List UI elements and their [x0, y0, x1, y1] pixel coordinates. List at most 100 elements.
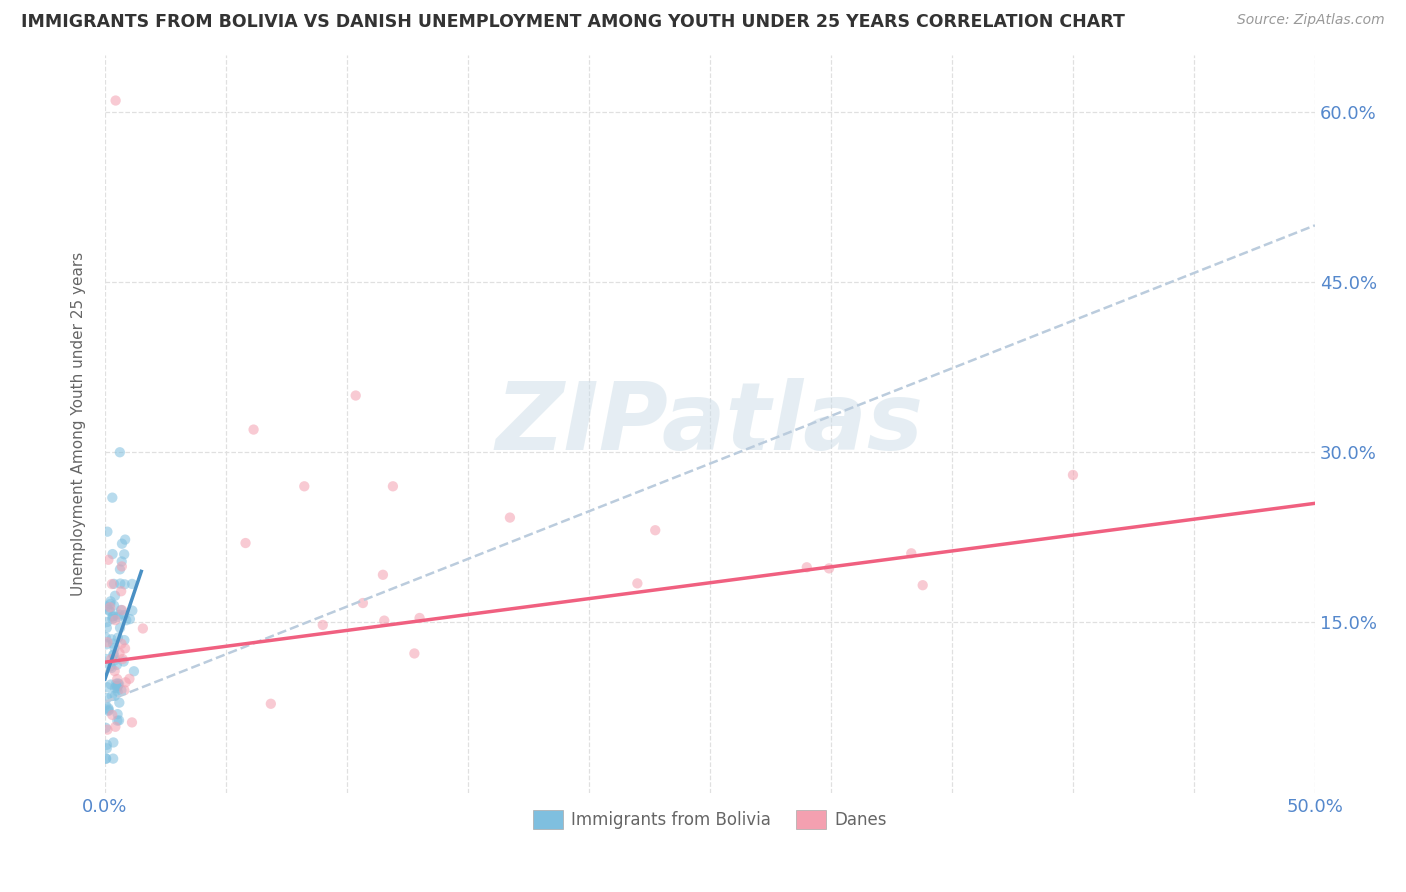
Point	[1062, 467, 1084, 482]
Point	[818, 561, 841, 575]
Point	[112, 608, 135, 623]
Point	[94, 698, 117, 712]
Point	[96, 621, 118, 635]
Point	[94, 631, 117, 645]
Point	[103, 648, 125, 662]
Point	[100, 632, 122, 647]
Point	[103, 599, 125, 613]
Point	[105, 657, 128, 672]
Point	[100, 677, 122, 691]
Point	[97, 553, 120, 567]
Point	[115, 613, 138, 627]
Point	[111, 652, 134, 666]
Point	[97, 603, 120, 617]
Point	[114, 675, 136, 690]
Point	[381, 479, 404, 493]
Point	[101, 637, 124, 651]
Point	[101, 751, 124, 765]
Point	[112, 655, 135, 669]
Point	[96, 652, 118, 666]
Point	[114, 533, 136, 547]
Point	[260, 697, 283, 711]
Point	[112, 633, 135, 648]
Legend: Immigrants from Bolivia, Danes: Immigrants from Bolivia, Danes	[526, 804, 894, 836]
Point	[103, 735, 125, 749]
Point	[121, 604, 143, 618]
Point	[107, 676, 129, 690]
Point	[104, 653, 127, 667]
Text: IMMIGRANTS FROM BOLIVIA VS DANISH UNEMPLOYMENT AMONG YOUTH UNDER 25 YEARS CORREL: IMMIGRANTS FROM BOLIVIA VS DANISH UNEMPL…	[21, 13, 1125, 31]
Point	[644, 523, 666, 537]
Point	[101, 708, 124, 723]
Point	[104, 613, 127, 627]
Point	[100, 652, 122, 666]
Point	[108, 621, 131, 635]
Point	[105, 681, 128, 695]
Point	[107, 707, 129, 722]
Point	[114, 641, 136, 656]
Point	[499, 510, 522, 524]
Point	[105, 679, 128, 693]
Point	[108, 607, 131, 622]
Point	[242, 423, 264, 437]
Point	[111, 603, 134, 617]
Point	[96, 723, 118, 737]
Point	[96, 738, 118, 752]
Point	[104, 681, 127, 695]
Point	[105, 677, 128, 691]
Point	[796, 560, 818, 574]
Point	[105, 714, 128, 728]
Point	[121, 715, 143, 730]
Point	[404, 647, 426, 661]
Y-axis label: Unemployment Among Youth under 25 years: Unemployment Among Youth under 25 years	[72, 252, 86, 596]
Text: Source: ZipAtlas.com: Source: ZipAtlas.com	[1237, 13, 1385, 28]
Point	[911, 578, 934, 592]
Point	[104, 664, 127, 678]
Point	[104, 589, 127, 603]
Point	[104, 640, 127, 655]
Point	[114, 577, 136, 591]
Point	[104, 689, 127, 703]
Point	[101, 547, 124, 561]
Point	[103, 609, 125, 624]
Point	[97, 701, 120, 715]
Point	[107, 610, 129, 624]
Point	[121, 577, 143, 591]
Point	[312, 618, 335, 632]
Point	[108, 696, 131, 710]
Point	[96, 637, 118, 651]
Point	[101, 491, 124, 505]
Point	[104, 94, 127, 108]
Point	[101, 609, 124, 624]
Point	[98, 604, 121, 618]
Point	[97, 704, 120, 718]
Point	[292, 479, 315, 493]
Point	[98, 659, 121, 673]
Point	[111, 554, 134, 568]
Point	[373, 614, 395, 628]
Point	[111, 559, 134, 574]
Point	[111, 537, 134, 551]
Point	[103, 577, 125, 591]
Point	[110, 576, 132, 591]
Point	[108, 445, 131, 459]
Point	[108, 714, 131, 728]
Point	[96, 599, 118, 614]
Point	[107, 679, 129, 693]
Point	[110, 637, 132, 651]
Point	[107, 631, 129, 645]
Point	[96, 524, 118, 539]
Point	[101, 612, 124, 626]
Point	[112, 683, 135, 698]
Point	[101, 689, 124, 703]
Point	[112, 547, 135, 561]
Point	[352, 596, 374, 610]
Point	[103, 648, 125, 662]
Text: ZIPatlas: ZIPatlas	[496, 378, 924, 470]
Point	[110, 683, 132, 698]
Point	[101, 577, 124, 591]
Point	[110, 584, 132, 599]
Point	[235, 536, 257, 550]
Point	[107, 684, 129, 698]
Point	[108, 646, 131, 660]
